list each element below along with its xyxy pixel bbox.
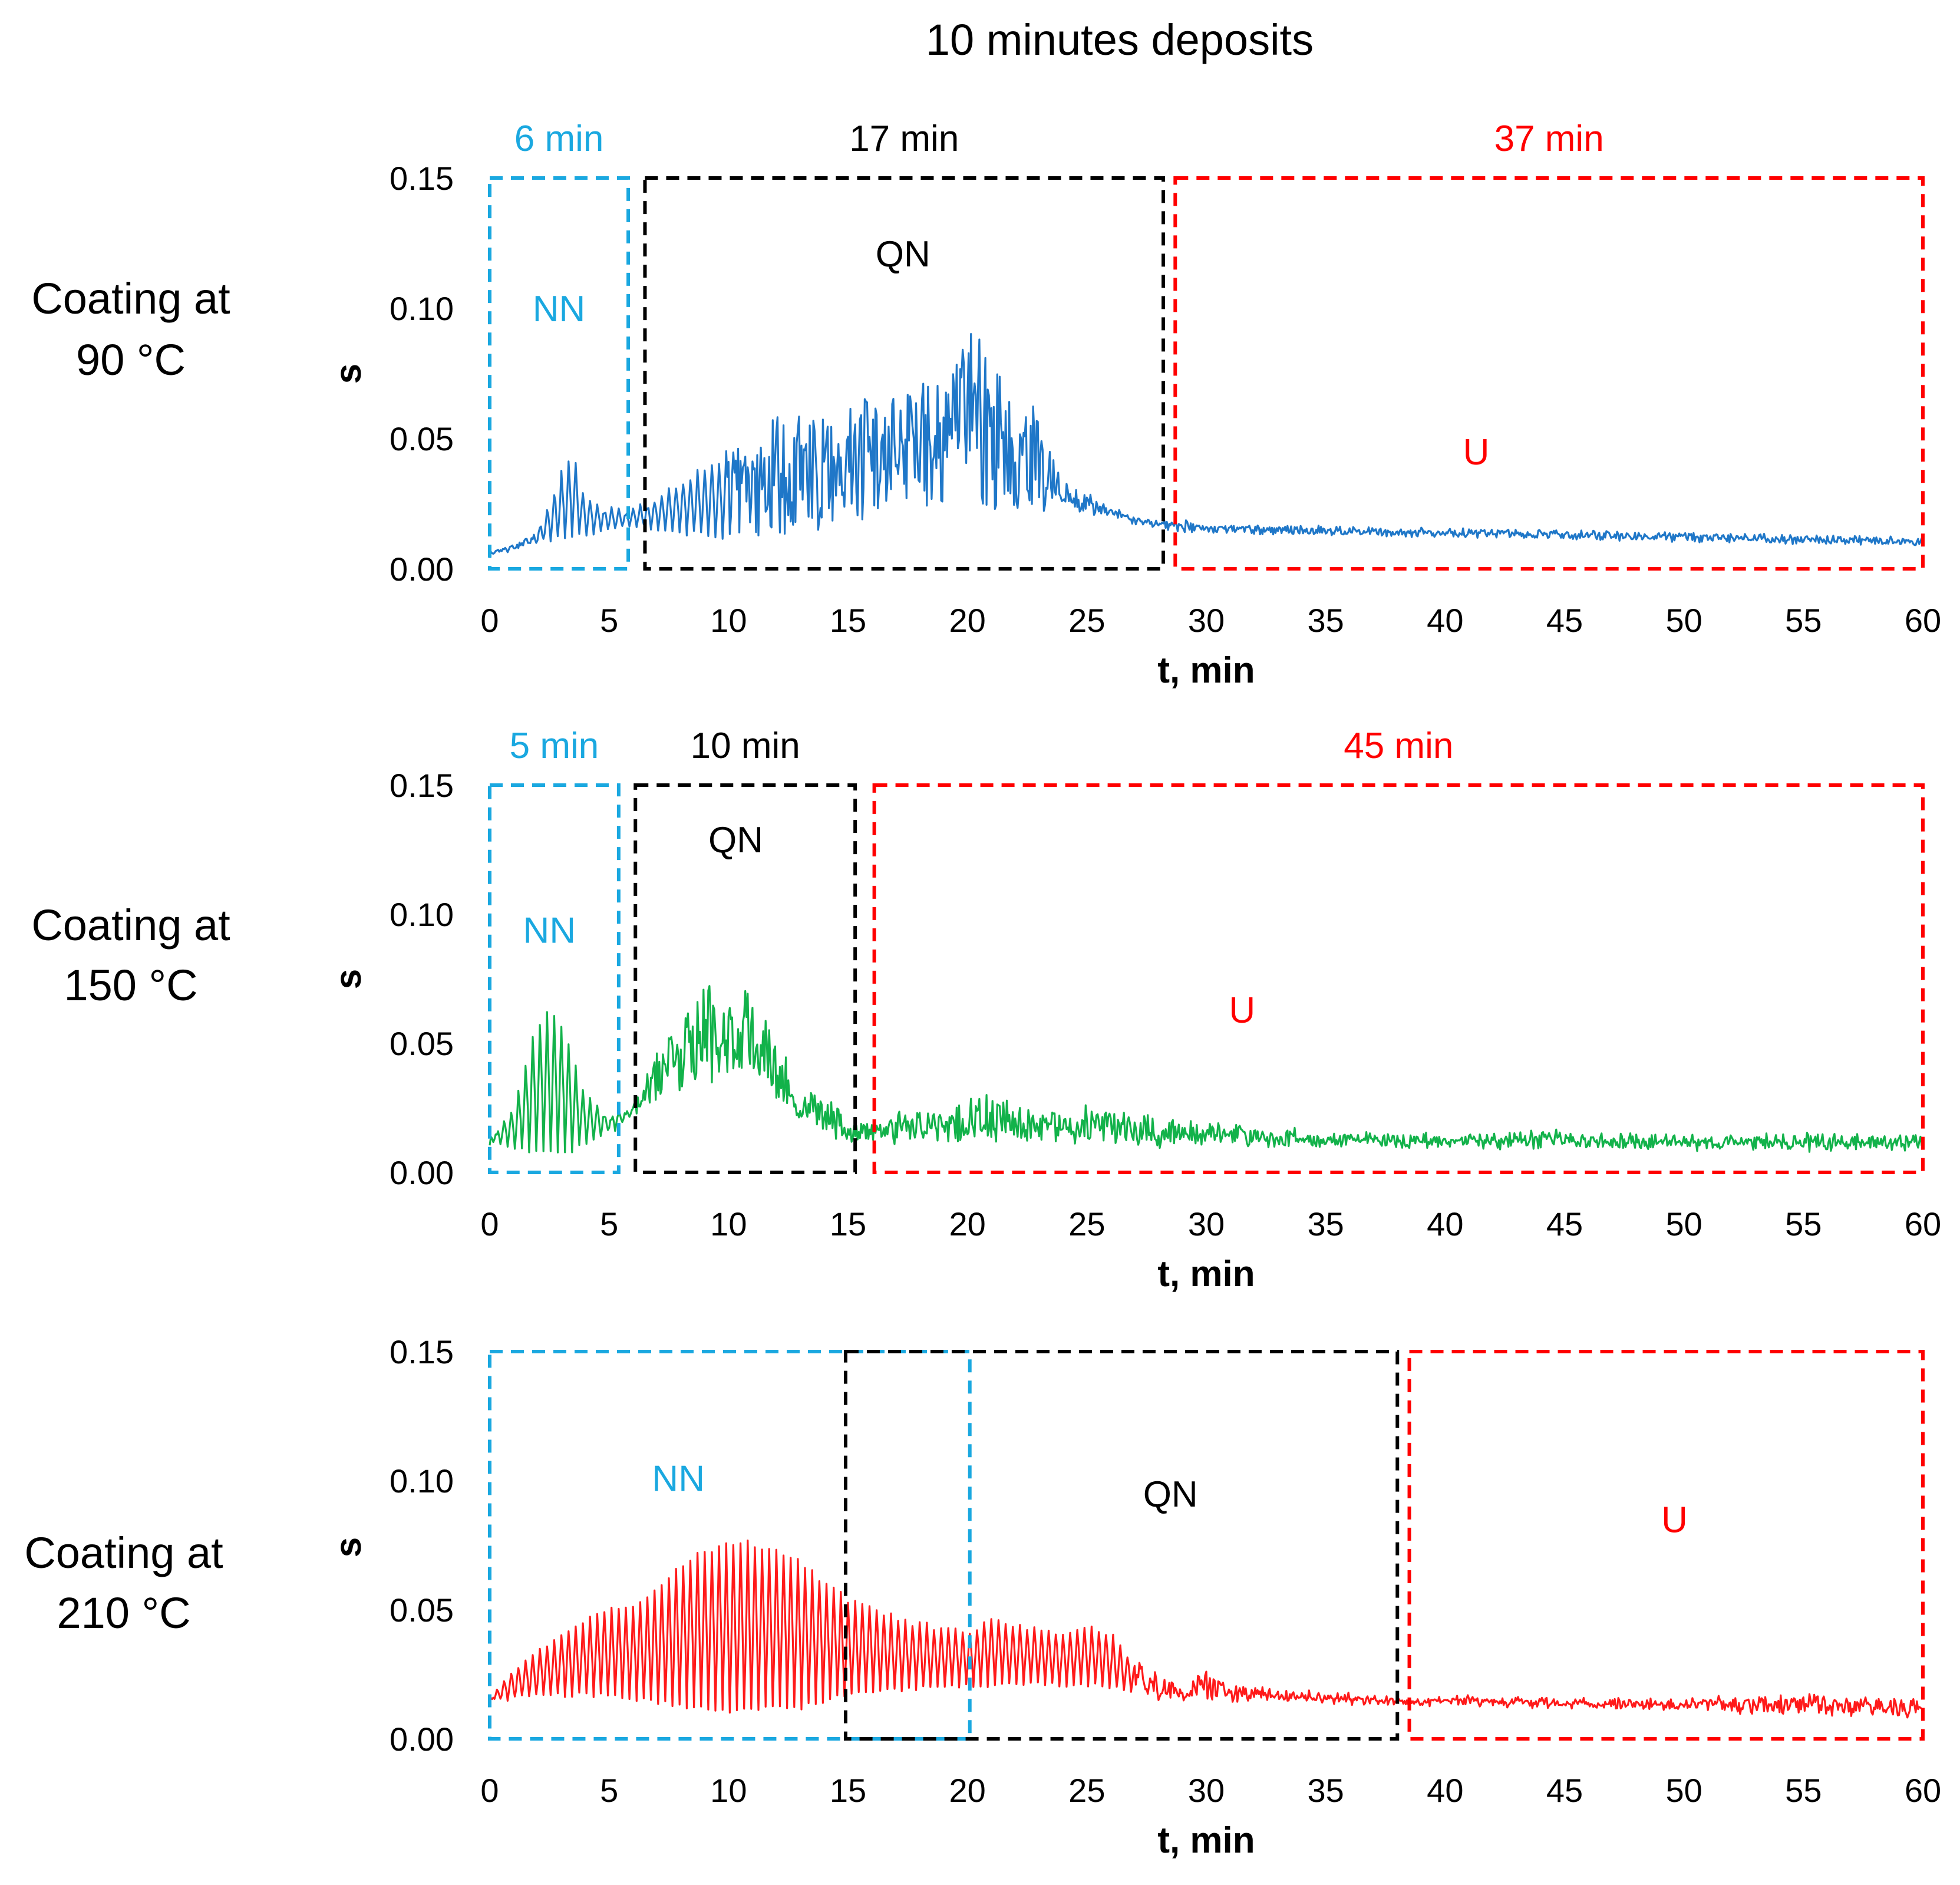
x-tick-label: 25 xyxy=(1068,1772,1105,1809)
region-duration-u: 45 min xyxy=(1344,726,1453,766)
x-tick-label: 0 xyxy=(480,1205,499,1243)
y-tick-label: 0.15 xyxy=(390,1333,454,1370)
x-tick-label: 50 xyxy=(1666,1772,1702,1809)
region-label-u: U xyxy=(1661,1500,1688,1541)
data-series-line xyxy=(489,1539,1924,1719)
x-tick-label: 20 xyxy=(949,602,986,639)
x-tick-label: 15 xyxy=(830,602,866,639)
region-box-nn xyxy=(488,176,631,571)
x-tick-label: 10 xyxy=(710,1205,747,1243)
y-tick-label: 0.05 xyxy=(390,1591,454,1629)
region-label-qn: QN xyxy=(1143,1474,1198,1515)
region-box-nn xyxy=(488,1350,972,1741)
region-box-qn xyxy=(843,1350,1400,1741)
region-duration-nn: 5 min xyxy=(510,726,599,766)
data-series-line xyxy=(489,333,1924,558)
chart-panels: Coating at 90 °C s 0.00 0.05 0.10 0.15 0 5 10 15 20… xyxy=(24,118,1941,1861)
x-tick-label: 25 xyxy=(1068,602,1105,639)
y-axis-title: s xyxy=(328,364,369,384)
x-tick-label: 30 xyxy=(1188,1772,1225,1809)
y-tick-label: 0.15 xyxy=(390,160,454,197)
x-tick-label: 45 xyxy=(1546,1772,1583,1809)
y-tick-label: 0.00 xyxy=(390,1154,454,1191)
region-label-qn: QN xyxy=(876,234,930,275)
row-label-line2: 90 °C xyxy=(76,335,186,384)
row-label-line1: Coating at xyxy=(31,274,230,323)
y-tick-label: 0.10 xyxy=(390,896,454,933)
x-tick-label: 60 xyxy=(1905,1772,1941,1809)
x-tick-label: 60 xyxy=(1905,602,1941,639)
region-label-nn: NN xyxy=(523,910,576,951)
x-tick-label: 40 xyxy=(1427,1205,1463,1243)
region-box-u xyxy=(1407,1350,1925,1741)
x-tick-label: 20 xyxy=(949,1205,986,1243)
x-tick-label: 45 xyxy=(1546,1205,1583,1243)
x-axis-title: t, min xyxy=(1157,650,1255,691)
chart-panel-1: Coating at 90 °C s 0.00 0.05 0.10 0.15 0 5 10 15 20… xyxy=(31,118,1941,691)
x-tick-label: 35 xyxy=(1308,1205,1344,1243)
x-axis-title: t, min xyxy=(1157,1820,1255,1861)
data-series-line xyxy=(489,985,1924,1154)
x-tick-label: 0 xyxy=(480,1772,499,1809)
region-label-nn: NN xyxy=(652,1459,705,1500)
row-label-line2: 150 °C xyxy=(64,961,197,1010)
region-duration-nn: 6 min xyxy=(514,118,604,159)
region-label-nn: NN xyxy=(533,289,586,329)
x-tick-label: 50 xyxy=(1666,1205,1702,1243)
x-tick-label: 5 xyxy=(600,1772,618,1809)
x-tick-label: 35 xyxy=(1308,1772,1344,1809)
y-tick-label: 0.05 xyxy=(390,420,454,457)
y-axis-title: s xyxy=(328,1537,369,1557)
x-tick-label: 40 xyxy=(1427,602,1463,639)
region-box-nn xyxy=(488,783,621,1174)
x-tick-label: 10 xyxy=(710,602,747,639)
x-tick-label: 15 xyxy=(830,1205,866,1243)
region-box-qn xyxy=(643,176,1166,571)
region-duration-qn: 10 min xyxy=(691,726,800,766)
y-tick-label: 0.00 xyxy=(390,551,454,588)
x-tick-label: 60 xyxy=(1905,1205,1941,1243)
x-tick-label: 5 xyxy=(600,602,618,639)
chart-panel-2: Coating at 150 °C s 0.00 0.05 0.10 0.15 0 5 10 15 2… xyxy=(31,726,1941,1294)
y-tick-label: 0.00 xyxy=(390,1721,454,1758)
x-tick-label: 15 xyxy=(830,1772,866,1809)
row-label-line1: Coating at xyxy=(24,1528,223,1577)
x-tick-label: 55 xyxy=(1785,1205,1822,1243)
x-tick-label: 20 xyxy=(949,1772,986,1809)
x-tick-label: 55 xyxy=(1785,1772,1822,1809)
x-tick-label: 35 xyxy=(1308,602,1344,639)
y-tick-label: 0.10 xyxy=(390,1462,454,1500)
x-axis-title: t, min xyxy=(1157,1254,1255,1294)
region-box-u xyxy=(1173,176,1925,571)
x-tick-label: 5 xyxy=(600,1205,618,1243)
figure-title: 10 minutes deposits xyxy=(926,15,1314,64)
region-label-u: U xyxy=(1463,432,1490,473)
x-tick-label: 0 xyxy=(480,602,499,639)
region-duration-u: 37 min xyxy=(1494,118,1604,159)
y-axis-title: s xyxy=(328,969,369,989)
region-duration-qn: 17 min xyxy=(849,118,959,159)
row-label-line2: 210 °C xyxy=(57,1589,190,1637)
region-label-qn: QN xyxy=(708,820,763,861)
y-tick-label: 0.10 xyxy=(390,290,454,327)
region-box-u xyxy=(872,783,1925,1174)
x-tick-label: 25 xyxy=(1068,1205,1105,1243)
x-tick-label: 30 xyxy=(1188,602,1225,639)
x-tick-label: 45 xyxy=(1546,602,1583,639)
chart-panel-3: Coating at 210 °C s 0.00 0.05 0.10 0.15 0 5 10 15 2… xyxy=(24,1333,1941,1861)
x-tick-label: 10 xyxy=(710,1772,747,1809)
region-box-qn xyxy=(633,783,857,1174)
y-tick-label: 0.15 xyxy=(390,767,454,804)
region-label-u: U xyxy=(1229,990,1255,1031)
x-tick-label: 55 xyxy=(1785,602,1822,639)
y-tick-label: 0.05 xyxy=(390,1025,454,1062)
x-tick-label: 30 xyxy=(1188,1205,1225,1243)
x-tick-label: 50 xyxy=(1666,602,1702,639)
row-label-line1: Coating at xyxy=(31,901,230,950)
x-tick-label: 40 xyxy=(1427,1772,1463,1809)
